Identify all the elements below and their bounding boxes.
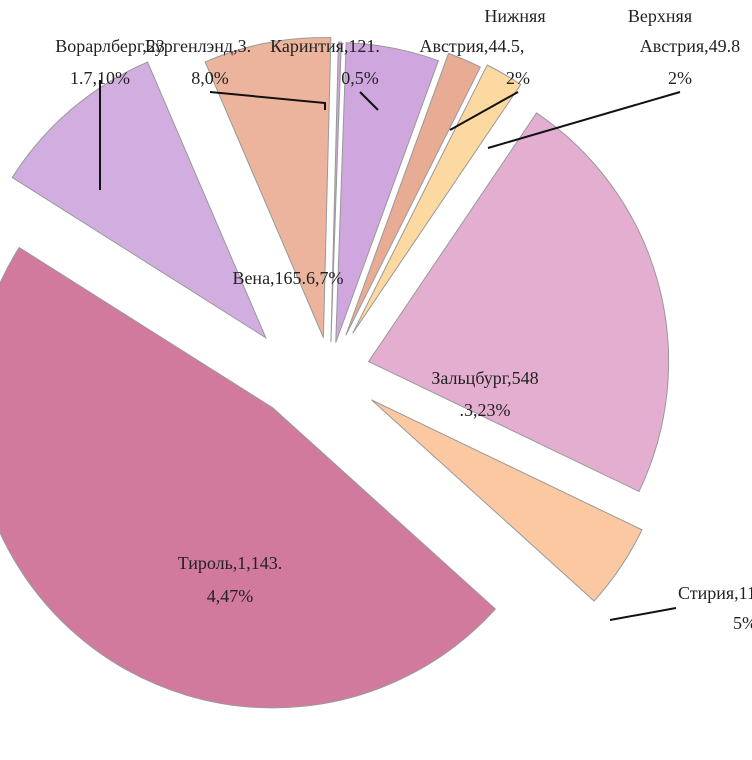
pie-slice [0,246,497,709]
pie-slice [352,64,522,334]
data-label: Тироль,1,143. [178,553,283,573]
data-label: Зальцбург,548 [431,368,538,388]
data-label: Верхняя [628,6,692,26]
data-label: 5% [733,613,752,633]
data-label: Стирия,110.5, [678,583,752,603]
pie-slice [335,42,440,343]
data-label: 2% [506,68,530,88]
pie-slice [330,41,342,343]
pie-slice [367,112,670,493]
data-label: Бургенлэнд,3. [145,36,251,56]
data-label: .3,23% [460,400,511,420]
data-label: 2% [668,68,692,88]
leader-lines [99,80,681,621]
data-label: 0,5% [341,68,379,88]
pie-slice [11,61,267,340]
labels: Каринтия,121. 0,5% Нижняя Австрия,44.5, 2% Ве… [55,6,752,633]
data-label: Вена,165.6,7% [232,268,343,288]
data-label: 8,0% [191,68,229,88]
data-label: Ворарлберг,23 [55,36,165,56]
data-label: 1.7,10% [70,68,130,88]
data-label: Каринтия,121. [270,36,380,56]
pie-slice [204,37,332,338]
data-label: Австрия,49.8 [640,36,740,56]
leader-line [359,91,379,111]
pie-slice [345,52,481,336]
slices [0,37,670,709]
leader-line [209,91,326,110]
data-label: 4,47% [207,586,254,606]
data-label: Нижняя [484,6,545,26]
leader-line [609,607,677,621]
data-label: Австрия,44.5, [420,36,525,56]
pie-slice [371,399,643,602]
leader-line [449,91,519,131]
leader-line [487,91,681,149]
